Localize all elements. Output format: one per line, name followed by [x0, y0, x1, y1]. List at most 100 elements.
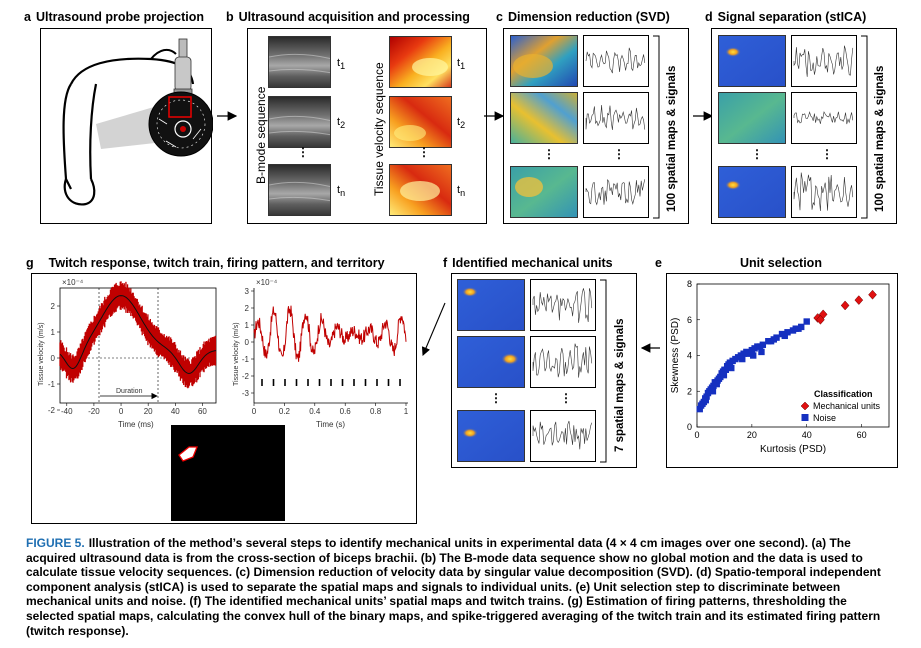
stica-map-1	[718, 35, 786, 87]
duration-label: Duration	[116, 388, 143, 395]
panel-b-letter: b	[226, 10, 234, 24]
panel-g-letter: g	[26, 256, 34, 270]
left-xtick-label: -20	[88, 407, 100, 416]
stica-bracket	[861, 35, 868, 219]
mechanical-unit-point	[868, 289, 877, 300]
bmode-ellipsis: ⋮	[297, 145, 309, 159]
svd-side-label: 100 spatial maps & signals	[666, 65, 678, 212]
noise-point	[722, 366, 729, 373]
noise-point	[803, 318, 810, 325]
mechanical-unit-point	[854, 295, 864, 305]
noise-point	[758, 348, 765, 356]
bmode-frame-2	[268, 96, 331, 148]
stica-signal-ellipsis: ⋮	[821, 147, 833, 161]
unit-signal-n	[530, 410, 596, 462]
left-xtick-label: 60	[198, 407, 207, 416]
scatter-xlabel: Kurtosis (PSD)	[760, 444, 826, 455]
svd-map-2	[510, 92, 578, 144]
legend-noise-label: Noise	[813, 413, 836, 423]
twitch-response-plot: ×10⁻⁴ Duration -40 -20 0 20 40 60 2 1 0 -1 -2 Tim…	[38, 278, 217, 429]
left-ytick-label: 0	[51, 354, 56, 363]
left-ytick-label: -2	[48, 406, 56, 415]
right-ytick-label: 1	[245, 321, 250, 330]
stica-signal-2	[791, 92, 857, 144]
unit-signal-ellipsis: ⋮	[560, 391, 572, 405]
panel-c-letter: c	[496, 10, 503, 24]
bmode-time-n: tn	[337, 184, 346, 199]
panel-d-heading: Signal separation (stICA)	[717, 10, 867, 24]
panel-f-letter: f	[443, 256, 448, 270]
twitch-train-line	[253, 305, 407, 362]
panel-a-frame	[40, 28, 214, 224]
noise-point	[739, 355, 746, 363]
mechanical-unit-point	[840, 300, 850, 311]
svd-signal-1	[583, 35, 649, 87]
scatter-ytick-label: 2	[687, 386, 692, 396]
velocity-time-2: t2	[457, 116, 466, 131]
probe-arm-illustration	[62, 38, 214, 206]
right-xtick-label: 0.6	[340, 407, 352, 416]
velocity-sequence-label: Tissue velocity sequence	[372, 62, 386, 196]
right-xtick-label: 0	[252, 407, 257, 416]
left-xtick-label: -40	[61, 407, 73, 416]
panel-a-letter: a	[24, 10, 31, 24]
panel-d-title: d Signal separation (stICA)	[705, 10, 866, 24]
arrow-a-to-b	[217, 111, 238, 121]
caption-text: Illustration of the method’s several ste…	[26, 536, 881, 638]
bmode-time-1: t1	[337, 57, 346, 72]
right-ytick-label: -3	[242, 389, 250, 398]
legend-mech-marker	[800, 401, 810, 411]
caption-label: FIGURE 5.	[26, 536, 85, 550]
svd-map-ellipsis: ⋮	[543, 147, 555, 161]
unit-map-1	[457, 279, 525, 331]
noise-point	[728, 364, 735, 372]
right-ytick-label: 0	[245, 338, 250, 347]
bmode-time-2: t2	[337, 116, 346, 131]
noise-point	[750, 352, 757, 359]
velocity-frame-1	[389, 36, 452, 88]
panel-c-title: c Dimension reduction (SVD)	[496, 10, 670, 24]
noise-point	[696, 405, 703, 413]
left-xtick-label: 40	[171, 407, 180, 416]
territory-convex-hull	[178, 446, 198, 462]
velocity-time-n: tn	[457, 184, 466, 199]
unit-side-label: 7 spatial maps & signals	[614, 318, 626, 452]
panel-e-letter: e	[655, 256, 662, 270]
stica-side-label: 100 spatial maps & signals	[874, 65, 886, 212]
bmode-sequence-label: B-mode sequence	[254, 86, 268, 184]
noise-point	[709, 388, 717, 395]
scatter-ytick-label: 6	[687, 315, 692, 325]
svd-signal-n	[583, 166, 649, 218]
panel-f-title: f Identified mechanical units	[443, 256, 613, 270]
panel-a-heading: Ultrasound probe projection	[35, 10, 205, 24]
scatter-ytick-label: 8	[687, 279, 692, 289]
right-xtick-label: 1	[404, 407, 409, 416]
right-ytick-label: 2	[245, 304, 250, 313]
arrow-c-to-d	[693, 111, 714, 121]
stica-map-2	[718, 92, 786, 144]
svd-signal-2	[583, 92, 649, 144]
right-xtick-label: 0.8	[370, 407, 382, 416]
panel-e-frame	[666, 273, 898, 468]
left-plot-scale: ×10⁻⁴	[62, 278, 84, 287]
noise-point	[702, 396, 709, 404]
unit-selection-scatter: 0 20 40 60 0 2 4 6 8 Kurtosis (PSD) Skewness (PS…	[670, 279, 890, 455]
right-plot-scale: ×10⁻⁴	[256, 278, 278, 287]
left-ytick-label: 2	[51, 302, 56, 311]
velocity-frame-n	[389, 164, 452, 216]
svd-signal-ellipsis: ⋮	[613, 147, 625, 161]
legend-mech-label: Mechanical units	[813, 401, 881, 411]
panel-f-heading: Identified mechanical units	[452, 256, 613, 270]
panel-d-letter: d	[705, 10, 713, 24]
panel-g-heading: Twitch response, twitch train, firing pa…	[48, 256, 385, 270]
noise-point	[759, 341, 767, 348]
bmode-frame-1	[268, 36, 331, 88]
right-plot-xlabel: Time (s)	[316, 420, 345, 429]
legend-title: Classification	[814, 389, 873, 399]
panel-e-letter-wrap: e	[655, 256, 662, 270]
panel-e-heading: Unit selection	[740, 256, 822, 270]
figure-caption: FIGURE 5. Illustration of the method’s se…	[26, 536, 898, 638]
scatter-ytick-label: 4	[687, 351, 692, 361]
scatter-ylabel: Skewness (PSD)	[670, 318, 681, 394]
right-plot-ylabel: Tissue velocity (m/s)	[233, 322, 240, 386]
